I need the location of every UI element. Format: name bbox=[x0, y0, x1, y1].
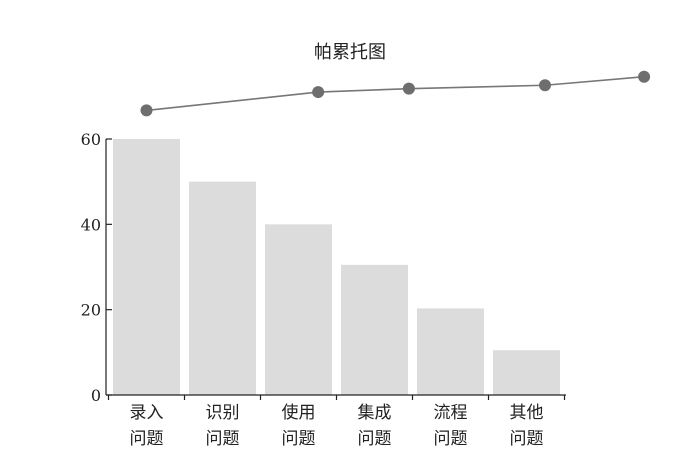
x-tick-label: 流程问题 bbox=[434, 403, 468, 449]
y-tick-label: 20 bbox=[81, 301, 101, 320]
bars-group bbox=[113, 139, 560, 395]
x-tick-label: 其他问题 bbox=[510, 403, 544, 449]
bar bbox=[417, 308, 484, 395]
cumulative-line-group bbox=[140, 70, 651, 117]
bar bbox=[341, 264, 408, 395]
bar bbox=[189, 181, 256, 395]
line-marker bbox=[638, 70, 651, 83]
line-marker bbox=[402, 82, 415, 95]
y-tick-label: 60 bbox=[81, 130, 101, 149]
axes-group: 0 20 40 60 录入问题 识别问题 使用问题 集成问题 流程问题 其他问题 bbox=[81, 130, 566, 449]
x-tick-label: 识别问题 bbox=[206, 403, 240, 449]
line-marker bbox=[539, 79, 552, 92]
y-tick-label: 0 bbox=[91, 386, 101, 405]
line-marker bbox=[140, 104, 153, 117]
y-tick-label: 40 bbox=[81, 215, 101, 234]
x-tick-label: 使用问题 bbox=[282, 402, 316, 449]
x-tick-label: 集成问题 bbox=[358, 403, 392, 449]
cumulative-line bbox=[146, 75, 645, 112]
bar bbox=[265, 224, 332, 395]
x-tick-label: 录入问题 bbox=[130, 403, 164, 449]
bar bbox=[493, 350, 560, 395]
bar bbox=[113, 139, 180, 395]
line-marker bbox=[312, 86, 325, 99]
chart-title: 帕累托图 bbox=[314, 42, 386, 63]
